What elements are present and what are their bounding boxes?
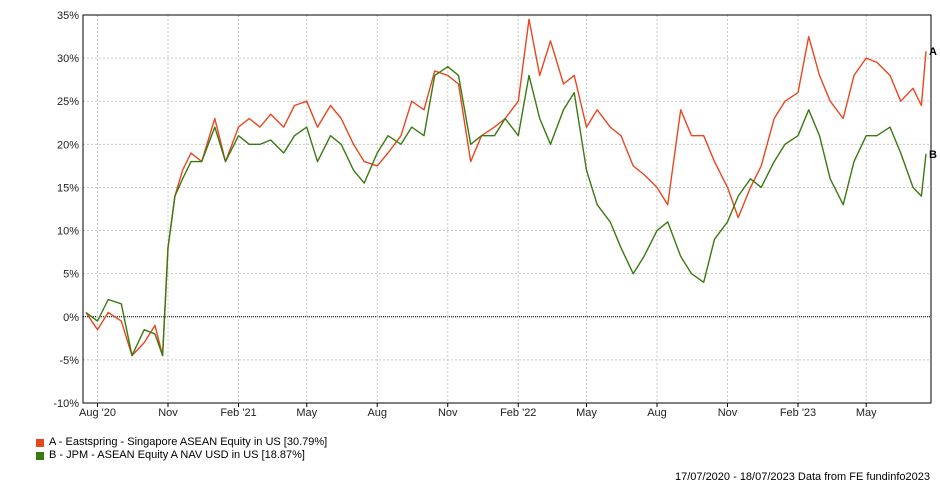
data-source-footer: 17/07/2020 - 18/07/2023 Data from FE fun… [674, 471, 930, 483]
legend: A - Eastspring - Singapore ASEAN Equity … [36, 436, 327, 462]
x-axis-ticks: Aug '20 Nov Feb '21 May Aug Nov Feb '22 May Aug N… [79, 403, 877, 419]
legend-item-a: A - Eastspring - Singapore ASEAN Equity … [36, 436, 327, 449]
legend-swatch-a [36, 438, 44, 447]
y-tick-label: 5% [63, 269, 79, 281]
x-tick-label: Nov [718, 407, 738, 419]
series-lines [85, 18, 927, 357]
y-tick-label: 15% [57, 182, 79, 194]
x-tick-label: May [296, 407, 317, 419]
x-tick-label: Feb '22 [500, 407, 536, 419]
y-tick-label: -5% [59, 355, 79, 367]
y-tick-label: 25% [57, 96, 79, 108]
x-tick-label: Nov [158, 407, 178, 419]
y-tick-label: 10% [57, 226, 79, 238]
plot-frame [82, 14, 932, 404]
x-tick-label: Feb '21 [220, 407, 256, 419]
series-line-b [85, 65, 927, 357]
x-tick-label: Nov [438, 407, 458, 419]
y-tick-label: 0% [63, 312, 79, 324]
y-axis-ticks: 35% 30% 25% 20% 15% 10% 5% 0% -5% -10% [53, 10, 79, 410]
x-tick-label: Aug '20 [79, 407, 116, 419]
y-tick-label: -10% [53, 398, 79, 410]
series-end-label-a: A [929, 46, 937, 58]
series-end-labels: AB [929, 46, 937, 161]
legend-label-b: B - JPM - ASEAN Equity A NAV USD in US [… [49, 449, 305, 461]
y-tick-label: 35% [57, 10, 79, 22]
series-line-a [85, 18, 927, 357]
legend-label-a: A - Eastspring - Singapore ASEAN Equity … [49, 436, 328, 448]
y-tick-label: 20% [57, 139, 79, 151]
x-tick-label: Feb '23 [780, 407, 816, 419]
x-tick-label: May [576, 407, 597, 419]
legend-item-b: B - JPM - ASEAN Equity A NAV USD in US [… [36, 449, 327, 462]
x-tick-label: Aug [647, 407, 667, 419]
y-tick-label: 30% [57, 53, 79, 65]
series-end-label-b: B [929, 149, 937, 161]
gridlines [83, 14, 931, 404]
x-tick-label: Aug [367, 407, 387, 419]
legend-swatch-b [36, 451, 44, 460]
x-tick-label: May [856, 407, 877, 419]
